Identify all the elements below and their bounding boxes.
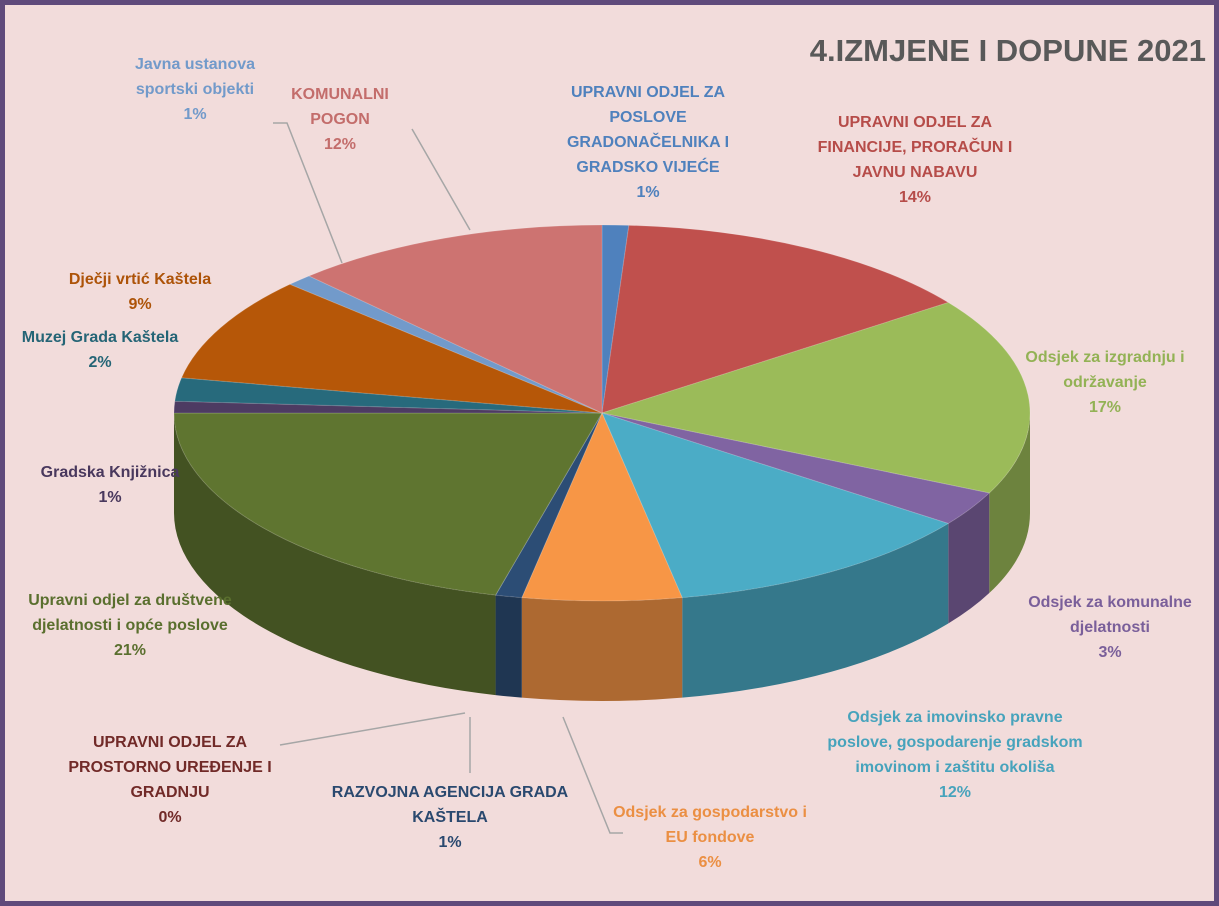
- data-label: Odsjek za izgradnju i održavanje 17%: [990, 345, 1219, 420]
- category-label: UPRAVNI ODJEL ZA PROSTORNO UREĐENJE I GR…: [68, 734, 272, 801]
- value-label: 6%: [698, 854, 722, 871]
- slice: [288, 275, 603, 414]
- data-label: Odsjek za imovinsko pravne poslove, gosp…: [825, 705, 1085, 805]
- category-label: Odsjek za komunalne djelatnosti: [1028, 594, 1192, 636]
- slice: [174, 377, 603, 414]
- data-label: UPRAVNI ODJEL ZA POSLOVE GRADONAČELNIKA …: [543, 80, 753, 205]
- slice: [173, 412, 603, 596]
- value-label: 21%: [113, 642, 147, 659]
- slice: [494, 412, 603, 599]
- data-label: UPRAVNI ODJEL ZA FINANCIJE, PRORAČUN I J…: [800, 110, 1030, 210]
- value-label: 12%: [323, 136, 357, 153]
- value-label: 1%: [438, 834, 462, 851]
- leader-line: [273, 122, 343, 264]
- pie-area: [173, 122, 1031, 834]
- chart-title: 4.IZMJENE I DOPUNE 2021: [809, 33, 1206, 68]
- category-label: Upravni odjel za društvene djelatnosti i…: [28, 592, 232, 634]
- data-label: KOMUNALNI POGON 12%: [265, 82, 415, 157]
- slice-side: [989, 413, 1030, 594]
- data-label: UPRAVNI ODJEL ZA PROSTORNO UREĐENJE I GR…: [55, 730, 285, 830]
- category-label: Odsjek za gospodarstvo i EU fondove: [613, 804, 807, 846]
- leader-line: [562, 716, 623, 834]
- category-label: Dječji vrtić Kaštela: [68, 271, 212, 288]
- value-label: 0%: [158, 809, 182, 826]
- slice: [521, 411, 683, 602]
- value-label: 1%: [98, 489, 122, 506]
- slice-side: [948, 493, 990, 624]
- data-label: RAZVOJNA AGENCIJA GRADA KAŠTELA 1%: [325, 780, 575, 855]
- leader-line: [279, 712, 466, 746]
- data-label: Javna ustanova sportski objekti 1%: [110, 52, 280, 127]
- value-label: 12%: [938, 784, 972, 801]
- value-label: 1%: [183, 106, 207, 123]
- data-label: Gradska Knjižnica 1%: [10, 460, 210, 510]
- slice: [601, 412, 950, 599]
- category-label: UPRAVNI ODJEL ZA POSLOVE GRADONAČELNIKA …: [566, 84, 730, 176]
- slice-side: [174, 413, 496, 696]
- slice: [601, 224, 630, 414]
- value-label: 3%: [1098, 644, 1122, 661]
- slice: [601, 412, 991, 525]
- leader-lines: [273, 122, 623, 834]
- category-label: KOMUNALNI POGON: [291, 86, 389, 128]
- data-label: Upravni odjel za društvene djelatnosti i…: [15, 588, 245, 663]
- slice: [180, 283, 603, 414]
- data-label: Odsjek za gospodarstvo i EU fondove 6%: [610, 800, 810, 875]
- value-label: 9%: [128, 296, 152, 313]
- slice: [173, 400, 603, 414]
- category-label: Javna ustanova sportski objekti: [134, 56, 256, 98]
- value-label: 2%: [88, 354, 112, 371]
- value-label: 17%: [1088, 399, 1122, 416]
- value-label: 14%: [898, 189, 932, 206]
- slice: [307, 224, 603, 414]
- value-label: 1%: [636, 184, 660, 201]
- category-label: Odsjek za imovinsko pravne poslove, gosp…: [827, 709, 1083, 776]
- leader-line: [411, 128, 471, 231]
- slice-side: [495, 595, 522, 698]
- category-label: Muzej Grada Kaštela: [21, 329, 179, 346]
- slice: [601, 224, 950, 414]
- category-label: UPRAVNI ODJEL ZA FINANCIJE, PRORAČUN I J…: [817, 114, 1013, 181]
- data-label: Dječji vrtić Kaštela 9%: [40, 267, 240, 317]
- slice-side: [521, 597, 683, 701]
- category-label: RAZVOJNA AGENCIJA GRADA KAŠTELA: [331, 784, 569, 826]
- data-label: Odsjek za komunalne djelatnosti 3%: [995, 590, 1219, 665]
- category-label: Odsjek za izgradnju i održavanje: [1025, 349, 1185, 391]
- slice: [600, 301, 1031, 494]
- category-label: Gradska Knjižnica: [40, 464, 180, 481]
- data-label: Muzej Grada Kaštela 2%: [0, 325, 200, 375]
- slice-side: [682, 523, 949, 698]
